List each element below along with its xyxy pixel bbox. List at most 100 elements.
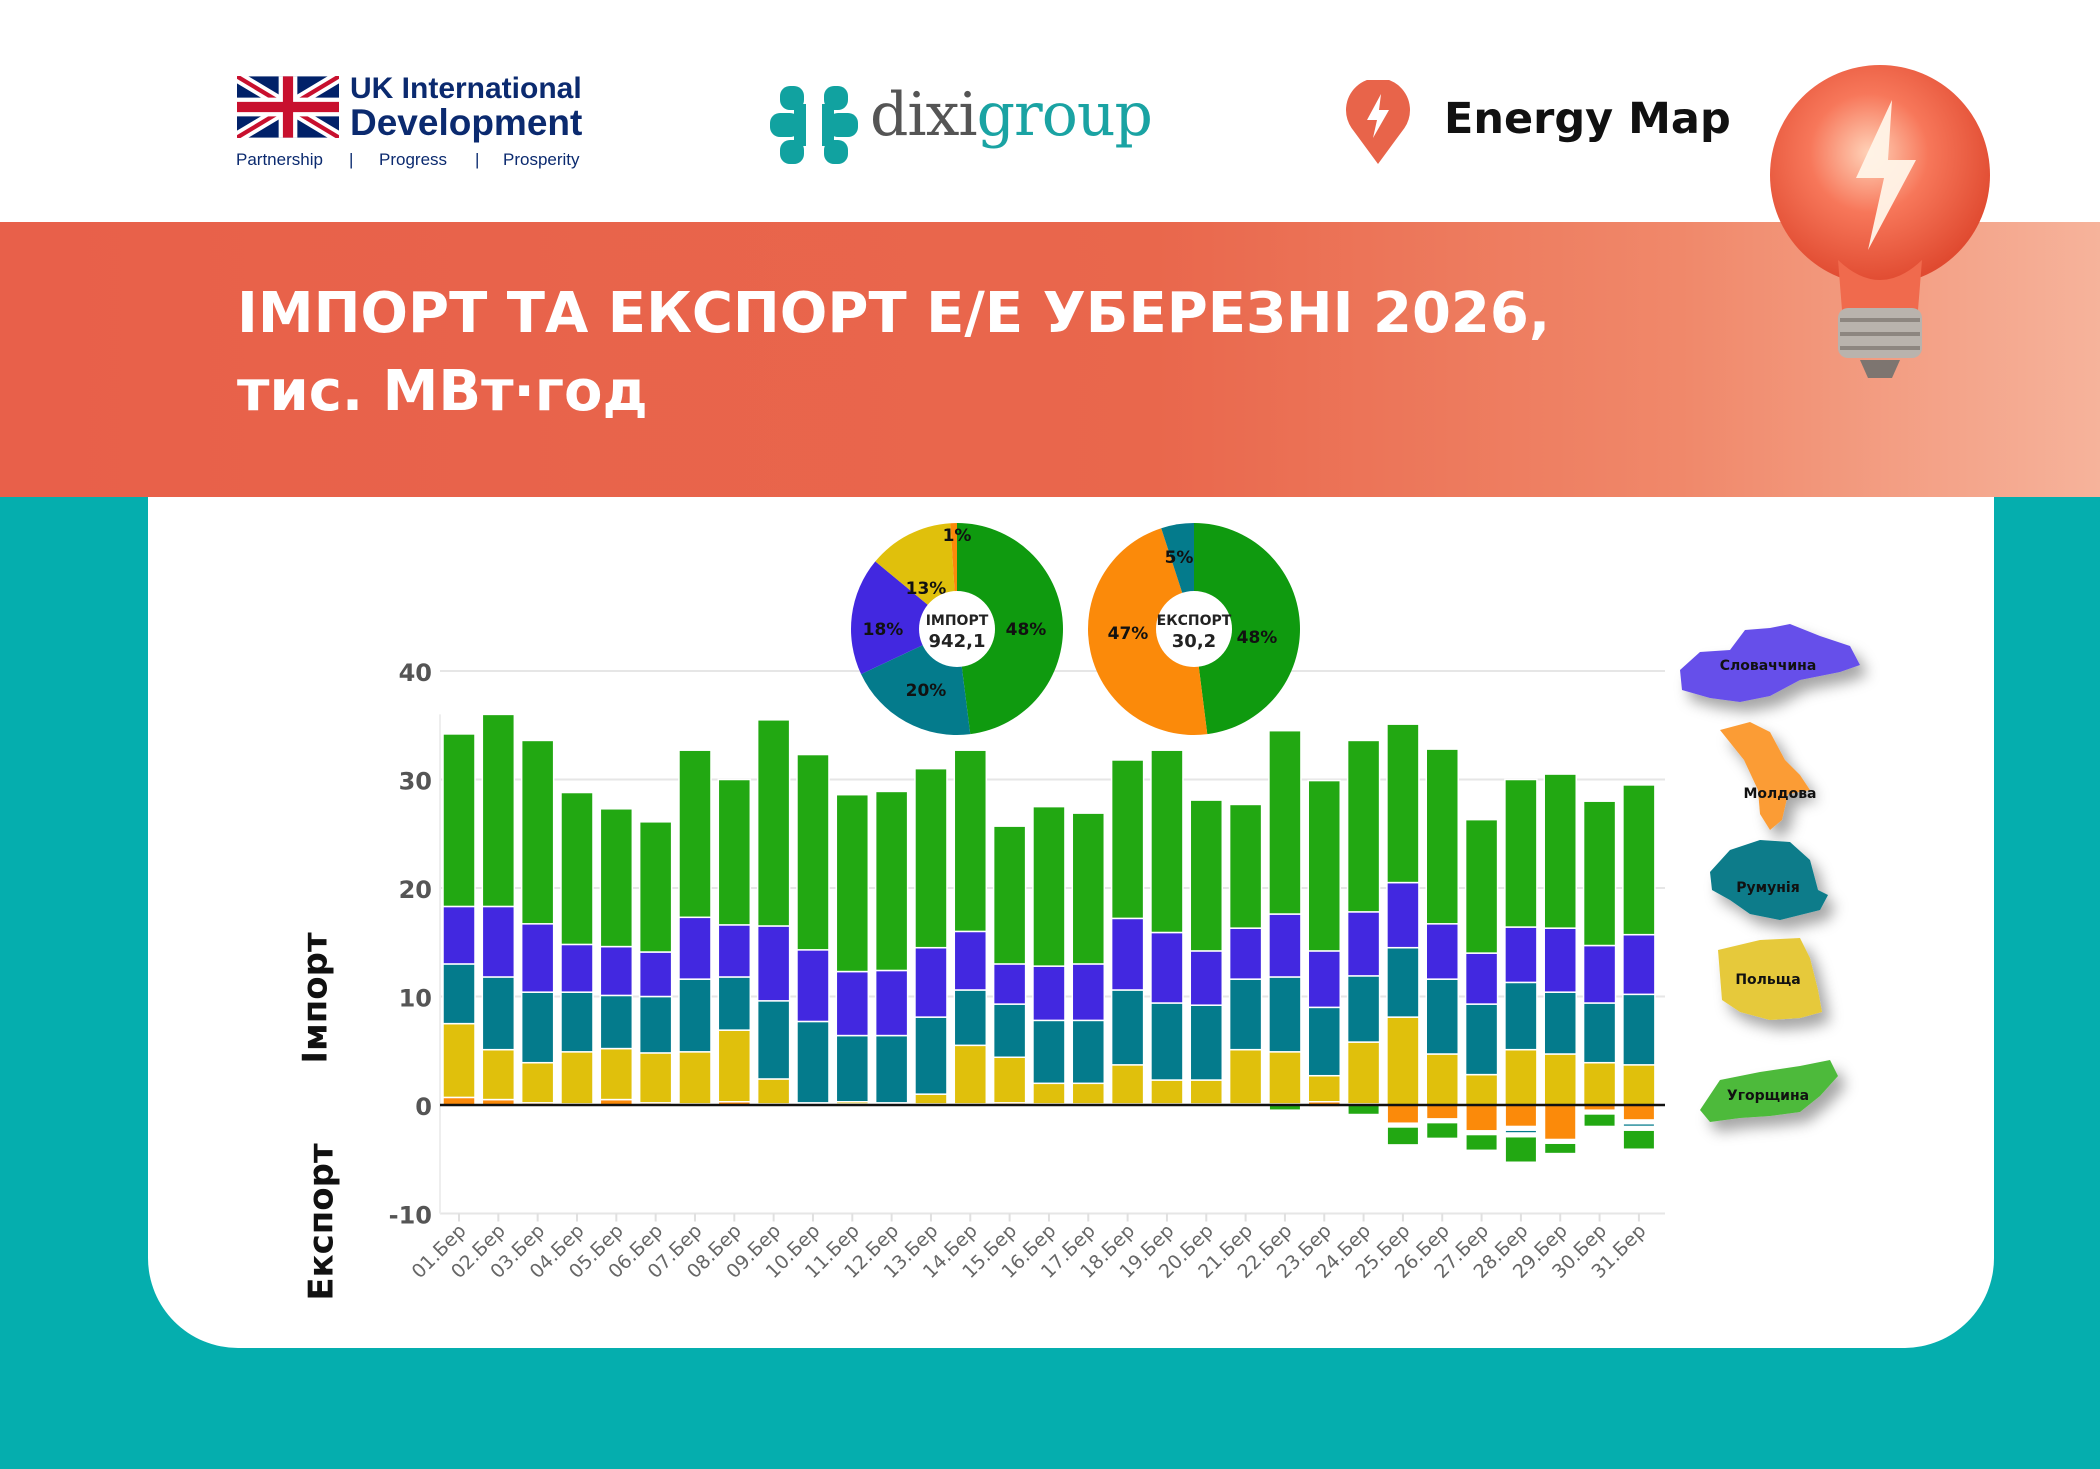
bar-segment-import xyxy=(992,1056,1027,1104)
bar-segment-import xyxy=(638,1052,673,1104)
bar-segment-export xyxy=(1621,1122,1656,1128)
pie-center-value: 30,2 xyxy=(1172,631,1216,652)
bar-segment-import xyxy=(481,1048,516,1101)
bar-segment-import xyxy=(1150,1002,1184,1081)
bar-segment-import xyxy=(1189,1079,1224,1105)
bar-segment-import xyxy=(1228,803,1263,929)
legend-item-hungary: Угорщина xyxy=(1700,1060,1838,1122)
bar-segment-import xyxy=(1307,1006,1342,1077)
bar-segment-import xyxy=(1110,917,1145,991)
y-tick-label: 40 xyxy=(399,659,432,687)
bar-segment-import xyxy=(1150,749,1184,934)
bar-segment-import xyxy=(1543,991,1577,1055)
bar-segment-import xyxy=(717,924,752,978)
bar-segment-import xyxy=(1032,1019,1066,1085)
legend-item-romania: Румунія xyxy=(1710,840,1828,920)
bar-segment-import xyxy=(1582,1061,1617,1106)
bar-segment-import xyxy=(756,1000,791,1080)
bar-segment-import xyxy=(1032,805,1066,967)
y-tick-label: 20 xyxy=(399,876,432,904)
bar-segment-export xyxy=(1543,1141,1578,1155)
legend-label-hungary: Угорщина xyxy=(1727,1088,1809,1104)
bar-segment-import xyxy=(1464,952,1499,1005)
legend-label-moldova: Молдова xyxy=(1743,786,1816,802)
bar-segment-import xyxy=(1307,950,1342,1009)
bar-segment-import xyxy=(599,808,634,948)
bar-segment-import xyxy=(1032,1082,1066,1105)
uk-logo-line2: Development xyxy=(350,102,583,143)
y-tick-label: 0 xyxy=(415,1093,432,1121)
bar-segment-import xyxy=(953,930,988,991)
bar-segment-import xyxy=(1346,1041,1381,1105)
pie-center-label: ІМПОРТ xyxy=(926,613,989,629)
uk-flag-icon xyxy=(237,76,339,138)
bar-segment-import xyxy=(638,951,673,998)
bar-segment-import xyxy=(1346,975,1381,1043)
bar-segment-import xyxy=(1464,818,1499,954)
bar-segment-import xyxy=(1504,981,1538,1051)
bar-segment-import xyxy=(1425,748,1459,925)
bar-segment-import xyxy=(756,719,791,927)
header: UK International Development Partnership… xyxy=(0,0,2100,222)
pie-center-hole xyxy=(1156,591,1232,667)
bar-segment-import xyxy=(442,1022,476,1099)
bar-segment-import xyxy=(1150,1079,1184,1105)
bar-segment-import xyxy=(1543,773,1577,929)
bar-segment-import xyxy=(1307,1074,1342,1103)
bar-segment-import xyxy=(481,905,516,978)
bar-segment-import xyxy=(1110,989,1145,1066)
bar-segment-import xyxy=(1464,1073,1499,1106)
bar-segment-import xyxy=(1268,913,1302,978)
bar-segment-import xyxy=(914,1016,948,1095)
pie-slice xyxy=(957,523,1064,735)
bar-segment-import xyxy=(560,943,594,993)
bar-segment-import xyxy=(1543,927,1577,993)
pie-slice-label: 1% xyxy=(943,526,972,546)
bar-segment-import xyxy=(1425,1053,1459,1106)
bar-segment-import xyxy=(953,749,988,933)
bar-segment-import xyxy=(835,970,870,1037)
bar-segment-export xyxy=(1503,1128,1538,1135)
bar-segment-import xyxy=(1071,812,1106,965)
bar-segment-import xyxy=(835,1034,870,1103)
bar-segment-import xyxy=(560,791,594,946)
legend-label-poland: Польща xyxy=(1735,972,1800,988)
bar-segment-export xyxy=(1464,1133,1499,1152)
legend-label-romania: Румунія xyxy=(1736,880,1799,896)
bar-segment-import xyxy=(1622,784,1656,936)
bar-segment-import xyxy=(914,1093,948,1105)
legend-item-moldova: Молдова xyxy=(1720,722,1817,830)
bar-segment-export xyxy=(1582,1112,1617,1128)
bar-segment-import xyxy=(717,778,752,926)
bar-segment-import xyxy=(560,991,594,1053)
bar-segment-import xyxy=(1110,759,1145,920)
bar-segment-export xyxy=(1621,1128,1656,1151)
bar-segment-import xyxy=(638,821,673,953)
bar-segment-export xyxy=(1425,1104,1460,1121)
bar-segment-import xyxy=(1504,778,1538,928)
hungary-map-icon xyxy=(1700,1060,1838,1122)
bar-segment-import xyxy=(1228,1048,1263,1105)
bar-segment-import xyxy=(678,978,712,1053)
bar-segment-export xyxy=(1503,1104,1538,1128)
bar-segment-export xyxy=(1385,1125,1420,1147)
title-banner xyxy=(0,222,2100,497)
bar-segment-import xyxy=(1110,1064,1145,1105)
bar-segment-import xyxy=(1307,779,1342,952)
bar-segment-import xyxy=(756,925,791,1002)
bar-segment-import xyxy=(1386,1016,1420,1106)
pie-center-label: ЕКСПОРТ xyxy=(1157,613,1232,629)
energy-map-pin-icon xyxy=(1346,80,1410,164)
bar-segment-import xyxy=(481,976,516,1051)
bar-segment-import xyxy=(1346,911,1381,977)
bar-segment-import xyxy=(599,994,634,1050)
pie-slice-label: 5% xyxy=(1165,548,1194,568)
bar-segment-import xyxy=(1228,927,1263,980)
slovakia-map-icon xyxy=(1680,624,1860,702)
bar-segment-import xyxy=(1032,965,1066,1022)
bar-segment-export xyxy=(1503,1135,1538,1164)
bar-segment-import xyxy=(717,1029,752,1103)
y-tick-label: -10 xyxy=(389,1202,432,1230)
poland-map-icon xyxy=(1718,938,1822,1020)
bar-segment-import xyxy=(1071,1082,1106,1105)
